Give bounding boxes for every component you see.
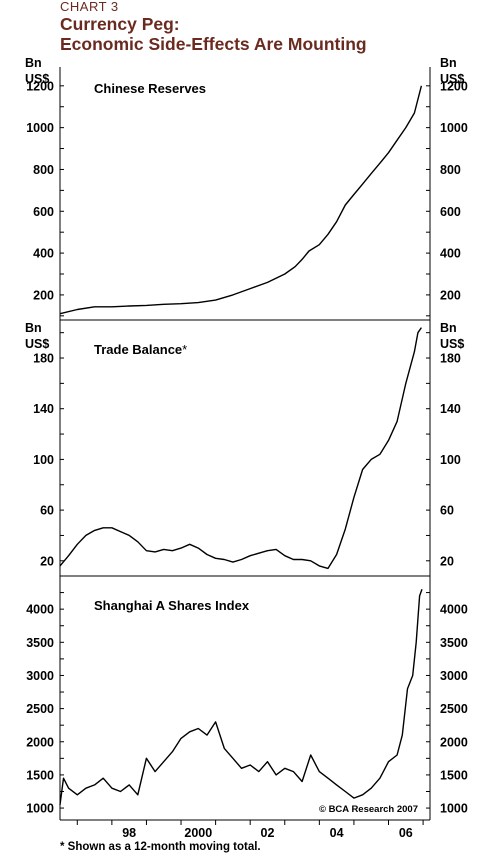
- y-tick-label-right: 20: [440, 554, 454, 568]
- y-tick-label-left: 1500: [26, 768, 54, 782]
- x-tick-label: 98: [122, 826, 136, 840]
- y-tick-label-right: 3000: [440, 669, 468, 683]
- y-tick-label-left: 1000: [26, 121, 54, 135]
- y-tick-label-right: 3500: [440, 636, 468, 650]
- y-tick-label-left: 600: [33, 205, 54, 219]
- series-label: Chinese Reserves: [94, 81, 206, 96]
- x-tick-label: 02: [261, 826, 275, 840]
- y-tick-label-left: 140: [33, 402, 54, 416]
- copyright-notice: © BCA Research 2007: [319, 804, 418, 815]
- unit-label-right-bn: Bn: [440, 321, 457, 335]
- series-label: Trade Balance*: [94, 342, 187, 357]
- y-tick-label-right: 800: [440, 163, 461, 177]
- unit-label-right-usd: US$: [440, 337, 464, 351]
- y-tick-label-right: 1500: [440, 768, 468, 782]
- chart-number: CHART 3: [60, 0, 119, 14]
- y-tick-label-right: 1000: [440, 802, 468, 816]
- y-tick-label-left: 400: [33, 247, 54, 261]
- y-tick-label-right: 2000: [440, 735, 468, 749]
- y-tick-label-right: 200: [440, 288, 461, 302]
- y-tick-label-right: 1000: [440, 121, 468, 135]
- y-tick-label-left: 60: [40, 504, 54, 518]
- x-tick-label: 06: [399, 826, 413, 840]
- x-tick-label: 2000: [184, 826, 212, 840]
- series-line-2: [59, 327, 422, 570]
- series-line-1: [59, 85, 423, 315]
- y-tick-label-left: 2500: [26, 702, 54, 716]
- y-tick-label-left: 4000: [26, 603, 54, 617]
- unit-label-right-bn: Bn: [440, 56, 457, 70]
- y-tick-label-right: 60: [440, 504, 454, 518]
- y-tick-label-right: 180: [440, 352, 461, 366]
- chart-title-line-2: Economic Side-Effects Are Mounting: [60, 34, 367, 54]
- series-line-3: [59, 589, 423, 805]
- unit-label-right-usd: US$: [440, 72, 464, 86]
- y-tick-label-left: 180: [33, 352, 54, 366]
- y-tick-label-left: 100: [33, 453, 54, 467]
- y-tick-label-right: 100: [440, 453, 461, 467]
- y-tick-label-left: 200: [33, 288, 54, 302]
- y-tick-label-right: 1200: [440, 79, 468, 93]
- x-tick-label: 04: [330, 826, 344, 840]
- y-tick-label-left: 3000: [26, 669, 54, 683]
- y-tick-label-right: 140: [440, 402, 461, 416]
- y-tick-label-left: 20: [40, 554, 54, 568]
- unit-label-left-bn: Bn: [25, 56, 42, 70]
- unit-label-left-usd: US$: [25, 337, 49, 351]
- y-tick-label-left: 1200: [26, 79, 54, 93]
- y-tick-label-left: 2000: [26, 735, 54, 749]
- y-tick-label-right: 600: [440, 205, 461, 219]
- unit-label-left-bn: Bn: [25, 321, 42, 335]
- unit-label-left-usd: US$: [25, 72, 49, 86]
- y-tick-label-right: 400: [440, 247, 461, 261]
- series-label-asterisk: *: [182, 342, 187, 357]
- chart-header: CHART 3 Currency Peg: Economic Side-Effe…: [60, 0, 367, 54]
- y-tick-label-right: 2500: [440, 702, 468, 716]
- y-tick-label-right: 4000: [440, 603, 468, 617]
- y-tick-label-left: 800: [33, 163, 54, 177]
- chart-title-line-1: Currency Peg:: [60, 14, 180, 34]
- footnote: * Shown as a 12-month moving total.: [60, 841, 261, 853]
- y-tick-label-left: 3500: [26, 636, 54, 650]
- y-tick-label-left: 1000: [26, 802, 54, 816]
- series-label: Shanghai A Shares Index: [94, 598, 250, 613]
